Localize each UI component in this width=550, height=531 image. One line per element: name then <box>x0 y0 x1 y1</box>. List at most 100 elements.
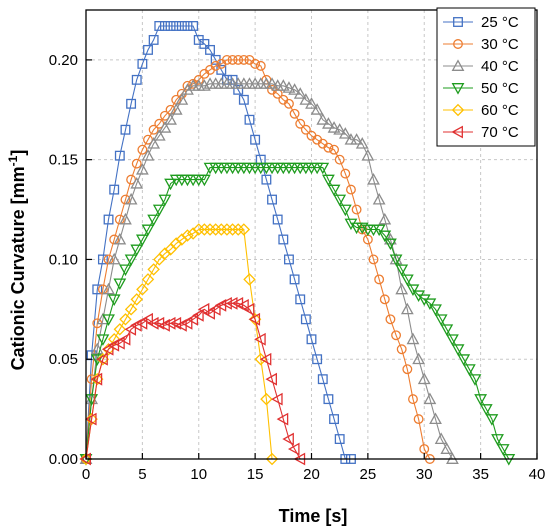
data-point <box>205 44 215 55</box>
data-point <box>289 274 300 285</box>
data-point <box>402 364 413 375</box>
data-point <box>462 364 476 376</box>
data-point <box>406 284 420 297</box>
legend-label: 40 °C <box>481 58 519 75</box>
series-layer <box>79 21 516 466</box>
data-point <box>186 227 200 240</box>
data-point <box>278 234 289 245</box>
data-point <box>334 434 345 444</box>
data-point <box>440 442 454 454</box>
legend: 25 °C 30 °C 40 °C 50 °C 60 °C 70 °C <box>436 7 536 147</box>
data-point <box>220 296 232 310</box>
data-point <box>255 60 266 71</box>
data-point <box>197 302 210 316</box>
data-point <box>379 294 390 305</box>
data-point <box>159 21 170 31</box>
data-point <box>210 60 221 71</box>
data-point <box>412 352 426 365</box>
data-point <box>158 121 172 133</box>
data-point <box>305 97 318 109</box>
x-tick-label: 10 <box>190 466 207 483</box>
data-point <box>323 394 334 405</box>
data-point <box>317 374 328 385</box>
data-point <box>107 294 121 307</box>
legend-label: 70 °C <box>481 124 519 141</box>
data-point <box>193 74 204 85</box>
data-point <box>220 223 234 236</box>
legend-item: 50 °C <box>443 80 519 97</box>
data-point <box>141 273 155 286</box>
data-point <box>338 127 352 139</box>
data-point <box>440 324 454 336</box>
legend-marker <box>451 103 465 117</box>
data-point <box>451 344 465 356</box>
data-point <box>316 162 330 175</box>
data-point <box>429 304 442 316</box>
data-point <box>79 452 93 466</box>
data-point <box>113 278 127 291</box>
data-point <box>417 372 431 385</box>
data-point <box>334 154 345 165</box>
data-point <box>300 314 311 325</box>
data-point <box>192 223 205 236</box>
data-point <box>119 212 132 225</box>
data-point <box>361 149 375 161</box>
data-point <box>329 414 340 425</box>
data-point <box>338 204 352 217</box>
data-point <box>137 58 148 69</box>
data-point <box>259 352 272 366</box>
data-point <box>457 354 471 366</box>
data-point <box>148 124 159 135</box>
data-point <box>244 114 255 125</box>
data-point <box>192 308 204 322</box>
data-point <box>135 316 148 330</box>
data-point <box>340 168 351 179</box>
data-point <box>248 313 262 326</box>
data-point <box>312 354 323 365</box>
data-point <box>271 392 283 406</box>
data-point <box>101 342 114 356</box>
data-point <box>203 223 217 236</box>
x-tick-label: 35 <box>472 466 489 483</box>
data-point <box>344 218 358 231</box>
legend-item: 40 °C <box>443 58 519 75</box>
data-point <box>169 103 183 115</box>
data-point <box>261 174 272 185</box>
data-point <box>90 372 103 386</box>
data-point <box>468 374 482 386</box>
data-point <box>131 158 142 169</box>
data-point <box>367 172 380 185</box>
legend-marker <box>453 17 463 27</box>
data-point <box>136 283 149 296</box>
data-point <box>395 282 409 295</box>
legend-item: 70 °C <box>443 124 519 141</box>
data-point <box>237 223 251 236</box>
data-point <box>289 108 300 119</box>
x-axis-title: Time [s] <box>279 506 348 526</box>
data-point <box>227 54 238 65</box>
data-point <box>96 353 110 366</box>
series-line <box>85 302 301 460</box>
data-point <box>323 142 334 153</box>
data-point <box>250 58 261 69</box>
data-point <box>434 314 448 326</box>
data-point <box>164 178 177 191</box>
data-point <box>385 314 396 325</box>
data-point <box>287 442 300 456</box>
data-point <box>400 302 414 315</box>
data-point <box>310 103 324 115</box>
data-point <box>417 294 431 307</box>
series-line <box>85 59 431 460</box>
data-point <box>384 238 397 251</box>
data-point <box>91 372 104 386</box>
data-point <box>209 302 221 316</box>
data-point <box>282 432 294 446</box>
data-point <box>496 444 510 456</box>
data-point <box>406 332 420 345</box>
data-point <box>293 87 307 99</box>
data-point <box>231 223 245 236</box>
data-point <box>327 184 341 197</box>
data-point <box>284 98 294 109</box>
data-point <box>215 223 228 236</box>
data-point <box>119 264 132 277</box>
